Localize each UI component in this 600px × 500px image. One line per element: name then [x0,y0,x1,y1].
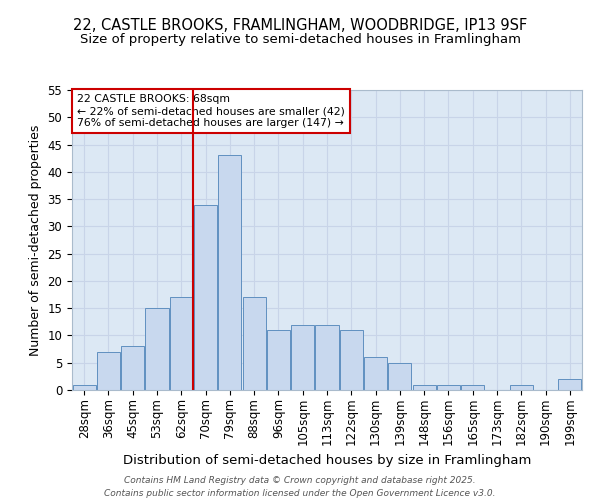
Bar [316,324,338,390]
Bar [73,384,95,390]
Text: 22 CASTLE BROOKS: 68sqm
← 22% of semi-detached houses are smaller (42)
76% of se: 22 CASTLE BROOKS: 68sqm ← 22% of semi-de… [77,94,345,128]
Bar [364,358,387,390]
Text: Contains HM Land Registry data © Crown copyright and database right 2025.: Contains HM Land Registry data © Crown c… [124,476,476,485]
Bar [242,298,266,390]
Bar [267,330,290,390]
Bar [340,330,363,390]
Bar [291,324,314,390]
Bar [145,308,169,390]
Bar [461,384,484,390]
Bar [437,384,460,390]
Text: Contains public sector information licensed under the Open Government Licence v3: Contains public sector information licen… [104,489,496,498]
X-axis label: Distribution of semi-detached houses by size in Framlingham: Distribution of semi-detached houses by … [123,454,531,466]
Text: Size of property relative to semi-detached houses in Framlingham: Size of property relative to semi-detach… [79,32,521,46]
Text: 22, CASTLE BROOKS, FRAMLINGHAM, WOODBRIDGE, IP13 9SF: 22, CASTLE BROOKS, FRAMLINGHAM, WOODBRID… [73,18,527,32]
Bar [413,384,436,390]
Bar [97,352,120,390]
Bar [388,362,412,390]
Bar [121,346,144,390]
Bar [194,204,217,390]
Bar [218,156,241,390]
Bar [559,379,581,390]
Y-axis label: Number of semi-detached properties: Number of semi-detached properties [29,124,42,356]
Bar [510,384,533,390]
Bar [170,298,193,390]
